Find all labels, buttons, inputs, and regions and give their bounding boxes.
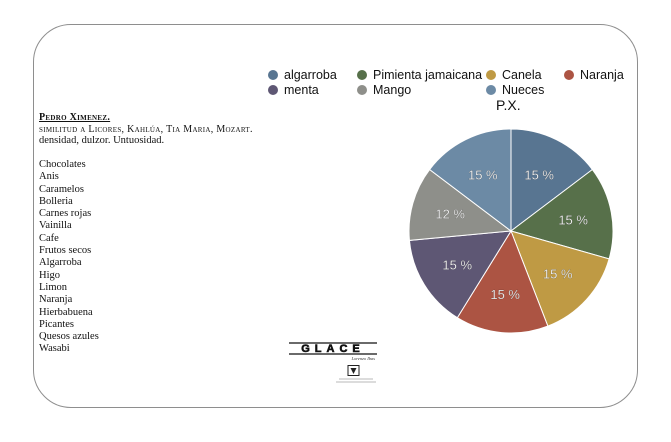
legend-item-canela: Canela	[486, 68, 564, 82]
tasting-note-item: Quesos azules	[39, 331, 99, 343]
legend-swatch	[268, 84, 278, 95]
legend-item-mango: Mango	[357, 83, 486, 97]
legend-item-algarroba: algarroba	[268, 68, 357, 82]
pie-slice-label: 15 %	[490, 287, 520, 302]
legend-swatch	[486, 84, 496, 95]
glace-logo: GLACE Lorenzo Ibas	[289, 342, 377, 361]
logo-tagline: Lorenzo Ibas	[351, 356, 376, 361]
legend-row-2: menta Mango Nueces	[268, 82, 648, 97]
pie-slice-label: 15 %	[524, 167, 554, 182]
tasting-notes-list: Chocolates Anis Caramelos Bolleria Carnes ro…	[39, 159, 99, 356]
tasting-note-item: Limon	[39, 281, 67, 293]
tasting-note-item: Vainilla	[39, 220, 72, 232]
legend-label: Pimienta jamaicana	[373, 67, 483, 82]
pie-slice-mango	[408, 168, 513, 241]
legend-label: Nueces	[502, 82, 545, 97]
legend-swatch	[268, 69, 278, 80]
chart-legend: algarroba Pimienta jamaicana Canela Nara…	[268, 67, 648, 97]
tasting-note-item: Wasabi	[39, 343, 70, 355]
document-subtitle: similitud a Licores, Kahlúa, Tia Maria, …	[39, 124, 253, 135]
tasting-note-item: Chocolates	[39, 159, 86, 170]
document-title: Pedro Ximenez.	[39, 112, 111, 123]
document-description: densidad, dulzor. Untuosidad.	[39, 135, 165, 146]
pie-slice-nueces	[428, 128, 512, 233]
legend-item-menta: menta	[268, 83, 357, 97]
pie-slice-label: 12 %	[435, 207, 465, 222]
legend-swatch	[486, 69, 496, 80]
chart-title: P.X.	[496, 97, 521, 113]
tasting-note-item: Anis	[39, 171, 59, 183]
pie-slice-labels: 15 % 15 % 15 % 15 % 15 % 12 % 15 %	[435, 167, 588, 302]
tasting-note-item: Carnes rojas	[39, 208, 92, 220]
tasting-note-item: Caramelos	[39, 183, 84, 195]
tasting-note-item: Naranja	[39, 294, 73, 306]
legend-item-pimienta-jamaicana: Pimienta jamaicana	[357, 68, 486, 82]
pie-slices	[408, 128, 614, 334]
tasting-note-item: Algarroba	[39, 257, 82, 269]
legend-label: Canela	[502, 67, 542, 82]
tasting-note-item: Hierbabuena	[39, 306, 93, 318]
pie-slice-label: 15 %	[543, 267, 573, 282]
legend-item-naranja: Naranja	[564, 68, 624, 82]
tasting-note-item: Frutos secos	[39, 245, 92, 257]
pie-slice-label: 15 %	[442, 257, 472, 272]
legend-label: menta	[284, 82, 319, 97]
tasting-note-item: Picantes	[39, 318, 74, 330]
legend-swatch	[564, 69, 574, 80]
legend-swatch	[357, 69, 367, 80]
pie-slice-label: 15 %	[558, 212, 588, 227]
tasting-note-item: Higo	[39, 269, 60, 281]
pie-slice-pimienta-jamaicana	[509, 168, 614, 260]
legend-label: Mango	[373, 82, 412, 97]
pie-slice-algarroba	[510, 128, 594, 233]
legend-label: algarroba	[284, 67, 337, 82]
pie-slice-menta	[408, 230, 512, 319]
legend-row-1: algarroba Pimienta jamaicana Canela Nara…	[268, 67, 648, 82]
legend-swatch	[357, 84, 367, 95]
pie-slice-canela	[510, 230, 610, 327]
tasting-note-item: Bolleria	[39, 195, 73, 207]
pie-slice-label: 15 %	[468, 167, 498, 182]
pie-slice-naranja	[456, 229, 549, 334]
legend-item-nueces: Nueces	[486, 83, 544, 97]
vase-seal-icon	[336, 365, 376, 383]
tasting-note-item: Cafe	[39, 232, 59, 244]
legend-label: Naranja	[580, 67, 624, 82]
logo-wordmark: GLACE	[301, 343, 365, 355]
